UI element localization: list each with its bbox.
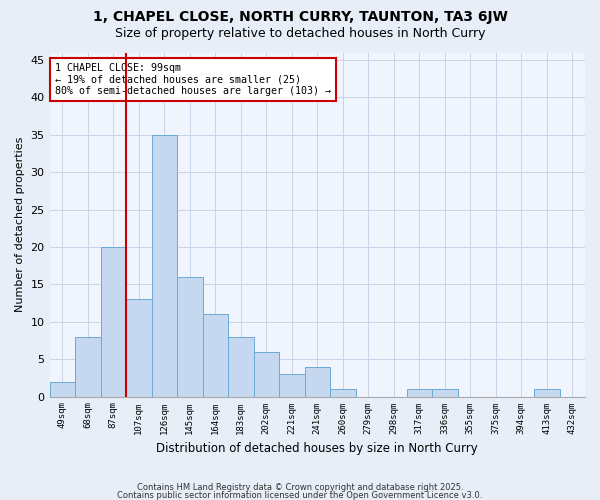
Bar: [177, 277, 203, 396]
X-axis label: Distribution of detached houses by size in North Curry: Distribution of detached houses by size …: [157, 442, 478, 455]
Bar: [126, 300, 152, 396]
Bar: [50, 382, 75, 396]
Bar: [101, 247, 126, 396]
Bar: [432, 389, 458, 396]
Y-axis label: Number of detached properties: Number of detached properties: [15, 137, 25, 312]
Bar: [203, 314, 228, 396]
Text: Contains public sector information licensed under the Open Government Licence v3: Contains public sector information licen…: [118, 490, 482, 500]
Bar: [254, 352, 279, 397]
Bar: [75, 336, 101, 396]
Text: Size of property relative to detached houses in North Curry: Size of property relative to detached ho…: [115, 28, 485, 40]
Bar: [330, 389, 356, 396]
Text: Contains HM Land Registry data © Crown copyright and database right 2025.: Contains HM Land Registry data © Crown c…: [137, 484, 463, 492]
Bar: [152, 135, 177, 396]
Bar: [279, 374, 305, 396]
Bar: [534, 389, 560, 396]
Bar: [228, 336, 254, 396]
Text: 1 CHAPEL CLOSE: 99sqm
← 19% of detached houses are smaller (25)
80% of semi-deta: 1 CHAPEL CLOSE: 99sqm ← 19% of detached …: [55, 63, 331, 96]
Bar: [305, 366, 330, 396]
Text: 1, CHAPEL CLOSE, NORTH CURRY, TAUNTON, TA3 6JW: 1, CHAPEL CLOSE, NORTH CURRY, TAUNTON, T…: [92, 10, 508, 24]
Bar: [407, 389, 432, 396]
